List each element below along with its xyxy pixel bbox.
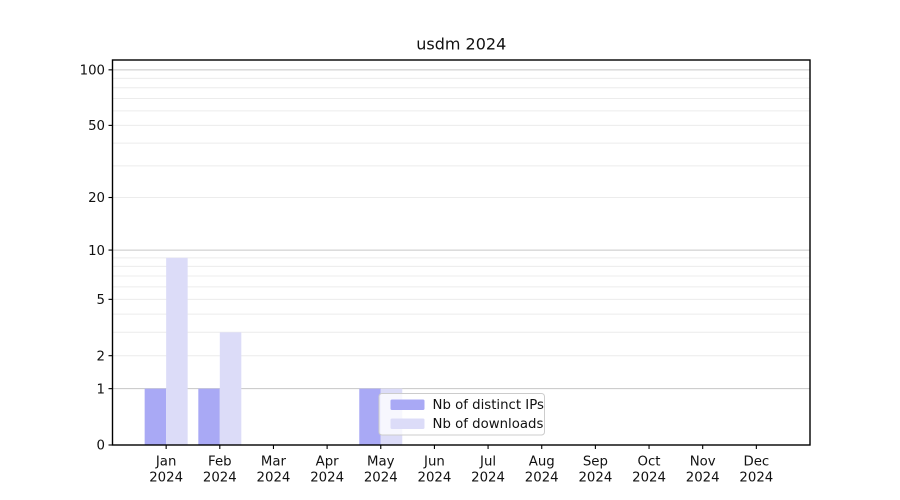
x-tick-label: Dec 2024 [739, 455, 773, 486]
legend-swatch-downloads [390, 418, 425, 429]
x-tick-label: May 2024 [364, 455, 398, 486]
x-tick-label: Feb 2024 [203, 455, 237, 486]
y-tick-label: 20 [88, 191, 105, 206]
legend-label: Nb of downloads [433, 417, 544, 432]
legend-label: Nb of distinct IPs [433, 398, 545, 413]
x-tick-label: Oct 2024 [632, 455, 666, 486]
series-distinct-ips [144, 388, 381, 445]
chart-title: usdm 2024 [416, 35, 506, 54]
y-tick-label: 10 [88, 244, 105, 259]
bar [219, 332, 242, 445]
y-tick-label: 1 [97, 382, 105, 397]
x-tick-label: Apr 2024 [310, 455, 344, 486]
y-tick-label: 5 [97, 293, 105, 308]
plot-border [111, 59, 811, 446]
bar [166, 257, 188, 445]
x-tick-label: Sep 2024 [578, 455, 612, 486]
bar [359, 388, 381, 445]
y-tick-label: 2 [97, 349, 105, 364]
y-tick-label: 100 [80, 64, 105, 79]
x-tick-label: Jul 2024 [471, 455, 505, 486]
bar [144, 388, 167, 445]
legend-swatch-distinct-ips [390, 399, 425, 410]
x-tick-label: Jun 2024 [418, 455, 452, 486]
y-tick-label: 0 [97, 439, 105, 454]
x-tick-label: Mar 2024 [257, 455, 291, 486]
bar [198, 388, 220, 445]
y-axis: 0 1 2 5 10 20 50 100 [80, 64, 113, 454]
x-tick-label: Jan 2024 [149, 455, 183, 486]
x-tick-label: Nov 2024 [686, 455, 720, 486]
y-tick-label: 50 [88, 119, 105, 134]
legend: Nb of distinct IPs Nb of downloads [378, 393, 545, 436]
gridlines [112, 69, 810, 390]
x-axis: Jan 2024 Feb 2024 Mar 2024 Apr 2024 May 2024 Jun 20… [149, 445, 773, 486]
x-tick-label: Aug 2024 [525, 455, 559, 486]
